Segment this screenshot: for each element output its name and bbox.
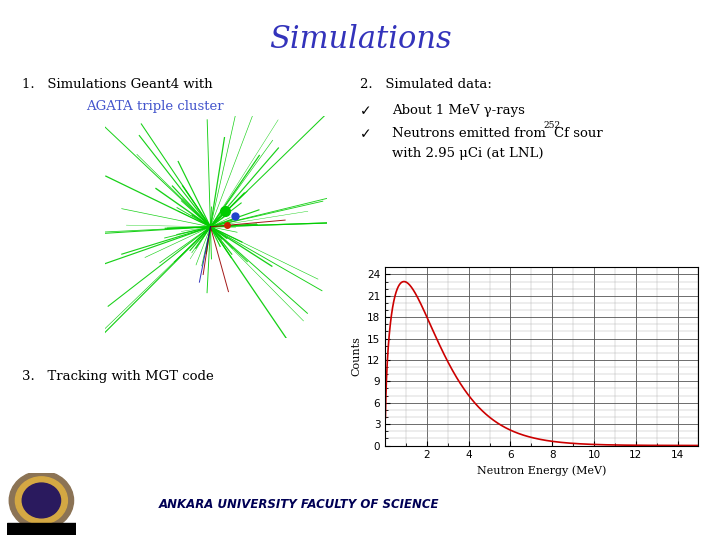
Text: with 2.95 μCi (at LNL): with 2.95 μCi (at LNL) — [392, 147, 544, 160]
Circle shape — [22, 483, 60, 518]
Text: Neutrons emitted from: Neutrons emitted from — [392, 127, 551, 140]
Text: 252: 252 — [544, 122, 561, 131]
Circle shape — [9, 471, 73, 530]
Text: 1.   Simulations Geant4 with: 1. Simulations Geant4 with — [22, 78, 212, 91]
Text: 3.   Tracking with MGT code: 3. Tracking with MGT code — [22, 370, 213, 383]
Text: ✓: ✓ — [360, 104, 372, 118]
Circle shape — [15, 477, 68, 524]
Text: AGATA triple cluster: AGATA triple cluster — [86, 100, 224, 113]
Text: ✓: ✓ — [360, 127, 372, 141]
Bar — [7, 523, 76, 535]
Text: About 1 MeV γ-rays: About 1 MeV γ-rays — [392, 104, 526, 117]
Text: 2.   Simulated data:: 2. Simulated data: — [360, 78, 492, 91]
Text: Simulations: Simulations — [269, 24, 451, 55]
Y-axis label: Counts: Counts — [351, 336, 361, 376]
Text: ANKARA UNIVERSITY FACULTY OF SCIENCE: ANKARA UNIVERSITY FACULTY OF SCIENCE — [158, 498, 439, 511]
X-axis label: Neutron Energy (MeV): Neutron Energy (MeV) — [477, 466, 606, 476]
Text: Cf sour: Cf sour — [554, 127, 603, 140]
